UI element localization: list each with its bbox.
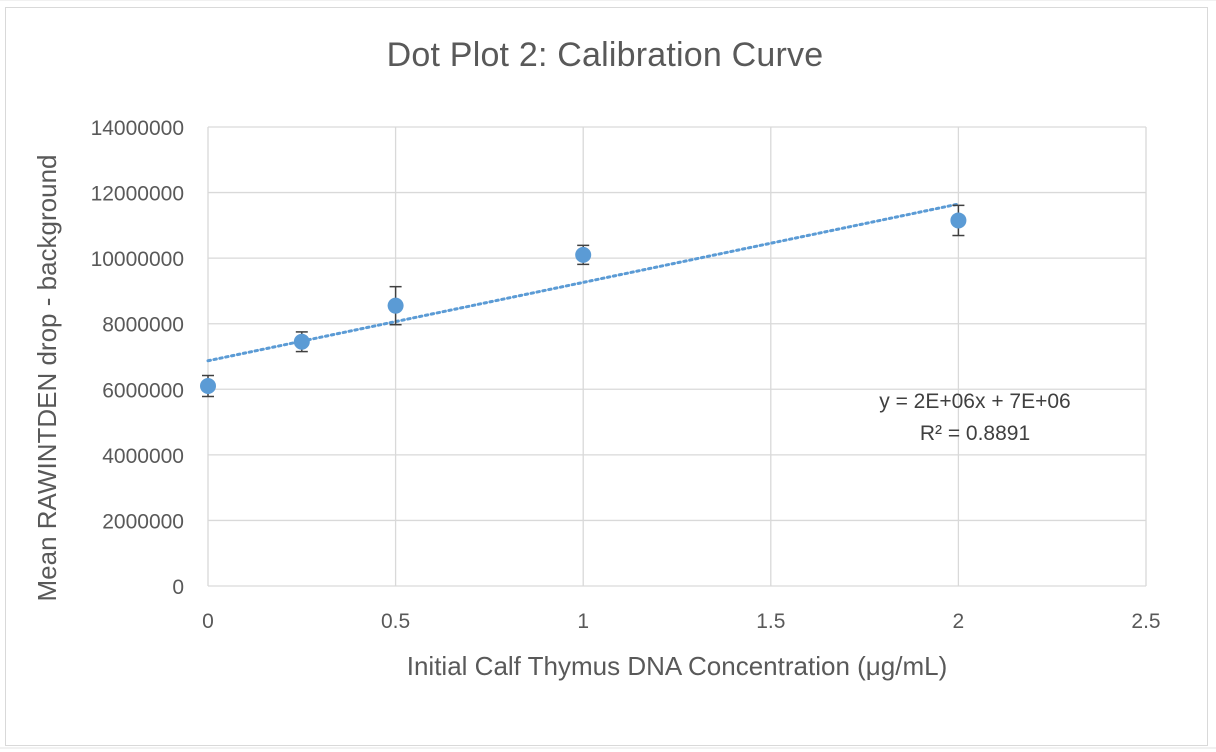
y-tick-label: 2000000 [102,510,184,533]
chart-area[interactable] [5,7,1208,746]
y-tick-label: 4000000 [102,445,184,468]
x-tick-label: 0.5 [381,610,410,633]
y-tick-label: 12000000 [91,183,184,206]
data-point [575,246,592,263]
y-axis-label: Mean RAWINTDEN drop - background [32,155,62,602]
y-tick-label: 8000000 [102,314,184,337]
trendline [206,202,960,363]
x-tick-label: 2 [953,610,965,633]
y-tick-label: 0 [172,576,184,599]
x-tick-label: 1.5 [756,610,785,633]
y-tick-label: 10000000 [91,248,184,271]
trendline-r-squared: R² = 0.8891 [920,422,1030,445]
x-tick-label: 0 [202,610,214,633]
x-tick-label: 2.5 [1131,610,1160,633]
chart-title: Dot Plot 2: Calibration Curve [386,36,824,74]
trendline-equation: y = 2E+06x + 7E+06 [879,390,1070,413]
data-point [950,212,967,229]
x-tick-label: 1 [577,610,589,633]
x-axis-label: Initial Calf Thymus DNA Concentration (μ… [407,651,947,681]
y-tick-label: 14000000 [91,117,184,140]
y-tick-label: 6000000 [102,379,184,402]
data-point [200,378,216,395]
data-point [293,333,310,350]
data-point [387,297,404,314]
